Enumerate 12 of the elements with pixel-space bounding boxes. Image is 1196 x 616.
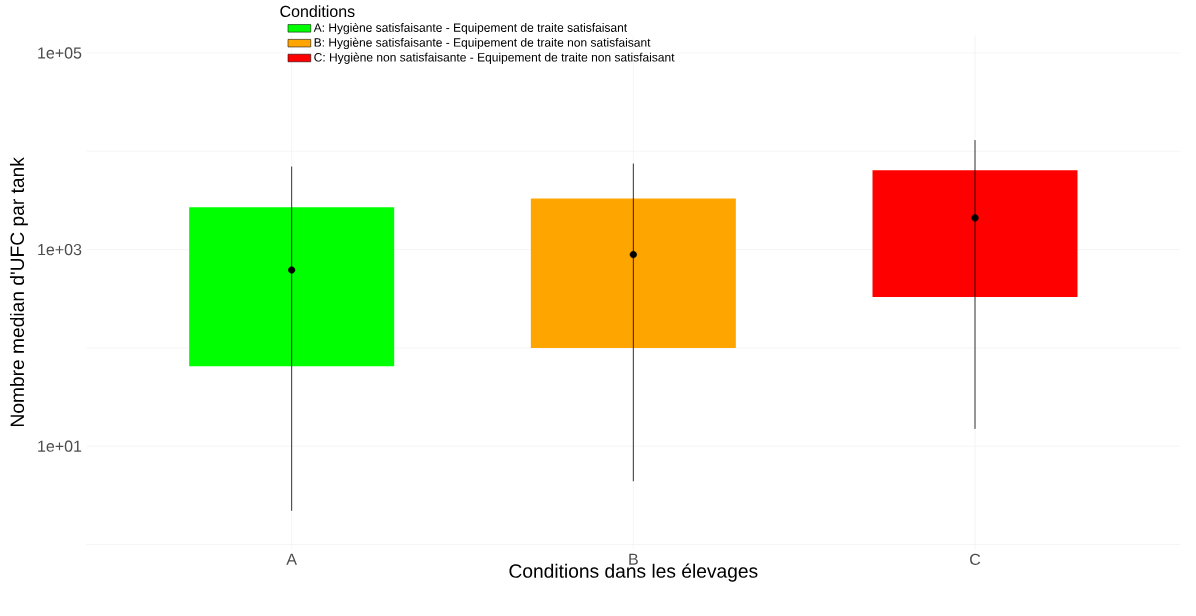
x-tick-label: B: [629, 553, 638, 565]
x-tick-label: C: [970, 553, 981, 566]
legend-title: Conditions: [280, 5, 355, 18]
legend-label: B: Hygiène satisfaisante - Equipement de traite non satisfaisant: [314, 37, 651, 50]
x-tick-label: A: [286, 553, 297, 565]
y-axis-title: Nombre median d'UFC par tank: [9, 157, 28, 427]
y-tick-label: 1e+03: [38, 244, 82, 256]
y-tick-label: 1e+01: [38, 440, 82, 453]
legend-label: A: Hygiène satisfaisante - Equipement de traite satisfaisant: [313, 23, 628, 35]
x-axis-title: Conditions dans les élevages: [509, 563, 758, 582]
legend-label: C: Hygiène non satisfaisante - Equipement de traite non satisfaisant: [314, 52, 675, 65]
y-tick-label: 1e+05: [38, 47, 82, 59]
